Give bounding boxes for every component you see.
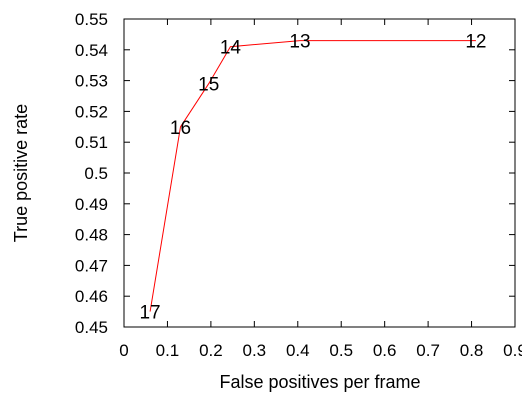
x-tick-label: 0.8 [460,341,484,360]
point-label: 14 [220,38,242,59]
y-tick-label: 0.53 [75,72,108,91]
y-axis-label: True positive rate [11,104,31,242]
y-tick-label: 0.48 [75,226,108,245]
x-tick-label: 0.2 [199,341,223,360]
y-tick-label: 0.47 [75,256,108,275]
y-tick-label: 0.49 [75,195,108,214]
point-label: 17 [139,303,160,324]
x-tick-label: 0.6 [373,341,397,360]
plot-frame [123,18,516,328]
x-tick-label: 0.7 [416,341,440,360]
y-axis: 0.45 0.46 0.47 0.48 0.49 0.5 0.51 0.52 0.53 0.54 0… [75,10,515,337]
y-tick-label: 0.45 [75,318,108,337]
x-tick-label: 0.3 [243,341,267,360]
y-tick-label: 0.46 [75,287,108,306]
y-tick-label: 0.54 [75,41,108,60]
point-label: 15 [198,75,219,96]
x-axis-label: False positives per frame [219,372,420,392]
y-tick-label: 0.52 [75,102,108,121]
point-label: 12 [465,32,486,53]
x-axis: 0 0.1 0.2 0.3 0.4 0.5 0.6 0.7 0.8 0.9 [119,19,522,360]
x-tick-label: 0.4 [286,341,310,360]
series-line [149,40,476,312]
y-tick-label: 0.51 [75,133,108,152]
y-tick-label: 0.55 [75,10,108,29]
x-tick-label: 0 [119,341,128,360]
x-tick-label: 0.1 [156,341,180,360]
point-label: 13 [289,32,310,53]
x-tick-label: 0.9 [503,341,522,360]
x-tick-label: 0.5 [329,341,353,360]
y-tick-label: 0.5 [84,164,108,183]
point-label: 16 [170,118,191,139]
